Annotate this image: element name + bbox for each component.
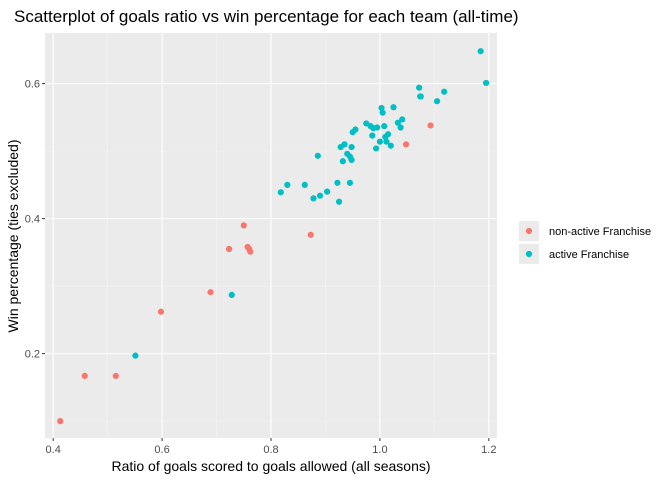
non-active-point xyxy=(81,372,88,379)
active-point xyxy=(373,145,380,152)
active-point xyxy=(397,124,404,131)
active-point xyxy=(348,156,355,163)
legend-label-non-active: non-active Franchise xyxy=(549,226,651,238)
non-active-point xyxy=(207,289,214,296)
x-axis-ticks: 0.4 0.6 0.8 1.0 1.2 xyxy=(46,438,496,456)
active-point xyxy=(314,152,321,159)
legend: non-active Franchise active Franchise xyxy=(519,221,651,264)
active-point xyxy=(352,126,359,133)
active-point xyxy=(348,143,355,151)
legend-marker-non-active xyxy=(525,227,533,235)
active-point xyxy=(284,181,291,188)
active-point xyxy=(339,158,346,165)
active-point xyxy=(334,179,341,186)
x-tick-label: 0.8 xyxy=(263,444,278,456)
active-point xyxy=(477,48,484,55)
non-active-point xyxy=(247,248,254,255)
active-point xyxy=(346,179,354,186)
x-tick-label: 1.2 xyxy=(481,444,496,456)
legend-marker-active xyxy=(525,250,533,258)
legend-label-active: active Franchise xyxy=(549,249,629,261)
active-point xyxy=(383,138,390,145)
y-tick-label: 0.4 xyxy=(25,214,40,226)
major-gridlines xyxy=(45,33,497,438)
non-active-point xyxy=(402,141,410,148)
active-point xyxy=(384,131,392,138)
active-point xyxy=(399,116,406,123)
x-tick-label: 0.4 xyxy=(46,444,61,456)
active-point xyxy=(387,142,394,149)
x-axis-label: Ratio of goals scored to goals allowed (… xyxy=(111,458,430,474)
active-point xyxy=(310,195,317,202)
active-point xyxy=(379,109,386,116)
active-point xyxy=(323,188,331,195)
non-active-point xyxy=(112,372,119,379)
active-point xyxy=(417,93,424,100)
active-point xyxy=(441,88,448,95)
y-tick-label: 0.2 xyxy=(25,349,40,361)
x-tick-label: 1.0 xyxy=(372,444,387,456)
active-point xyxy=(335,198,343,205)
non-active-point xyxy=(307,231,314,238)
active-point xyxy=(341,141,348,148)
active-point xyxy=(228,291,235,298)
chart-title: Scatterplot of goals ratio vs win percen… xyxy=(14,7,519,26)
active-point xyxy=(132,352,139,359)
active-point xyxy=(316,192,324,199)
non-active-point xyxy=(57,418,64,425)
data-points xyxy=(57,48,490,425)
active-point xyxy=(277,189,284,196)
x-tick-label: 0.6 xyxy=(154,444,169,456)
y-axis-label: Win percentage (ties excluded) xyxy=(5,140,21,333)
active-point xyxy=(378,104,385,112)
non-active-point xyxy=(240,222,247,229)
active-point xyxy=(369,132,376,139)
active-point xyxy=(381,123,388,130)
active-point xyxy=(374,124,381,131)
active-point xyxy=(301,181,308,188)
active-point xyxy=(376,138,384,145)
non-active-point xyxy=(427,122,434,129)
active-point xyxy=(390,104,397,111)
active-point xyxy=(483,79,490,87)
active-point xyxy=(416,84,423,91)
y-axis-ticks: 0.2 0.4 0.6 xyxy=(25,79,45,361)
non-active-point xyxy=(157,308,165,315)
active-point xyxy=(394,119,401,126)
y-tick-label: 0.6 xyxy=(25,79,40,91)
non-active-point xyxy=(225,245,233,253)
active-point xyxy=(433,98,441,105)
